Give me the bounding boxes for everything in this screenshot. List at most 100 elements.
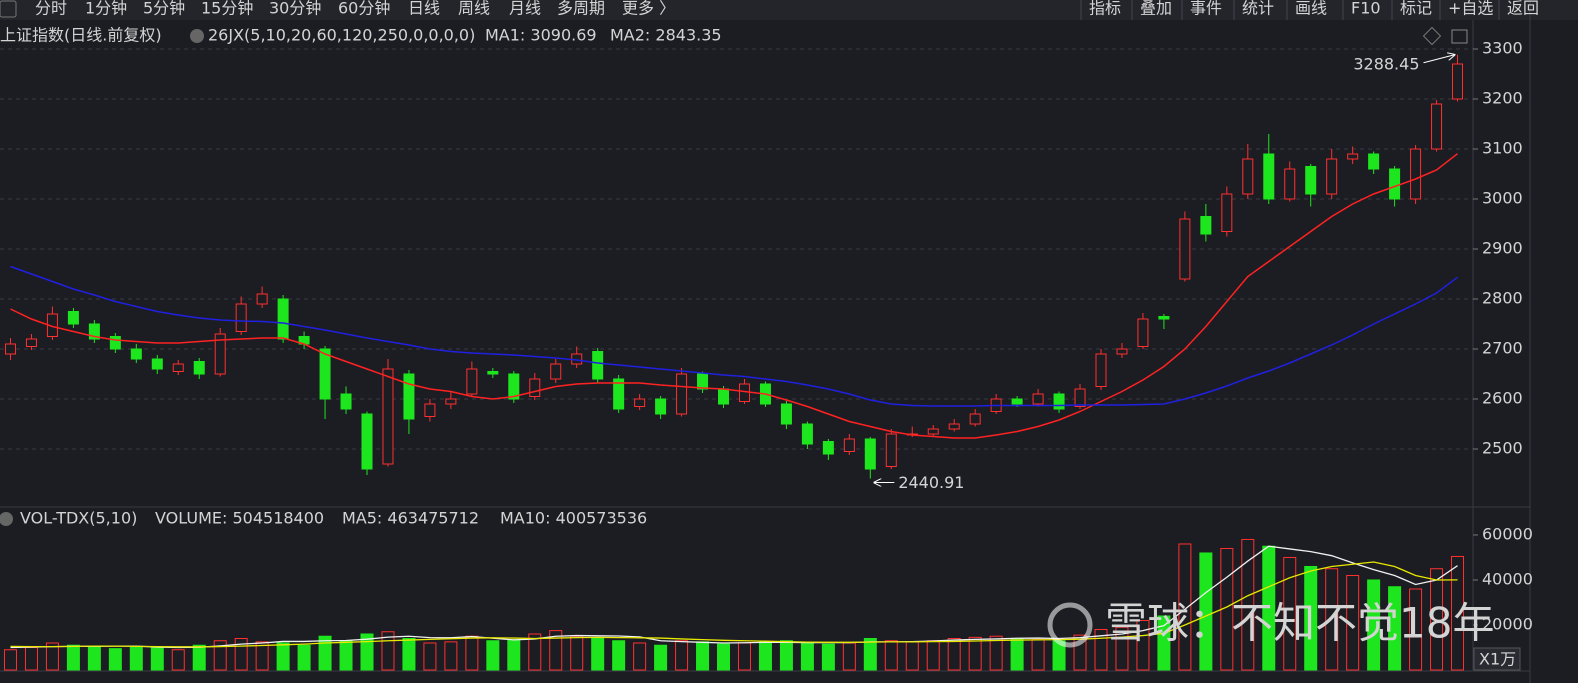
period-tab[interactable]: 日线 [408, 0, 440, 18]
candle-body [67, 311, 79, 325]
volume-bar [779, 640, 793, 671]
candle-body [1074, 388, 1086, 407]
volume-bar [45, 642, 59, 671]
volume-ma-legend: MA10: 400573536 [500, 509, 647, 528]
candle-body [550, 363, 562, 380]
candle-body [382, 368, 394, 465]
volume-bar [444, 641, 458, 671]
y-tick-label: 3200 [1482, 89, 1523, 108]
period-tab[interactable]: 30分钟 [269, 0, 321, 18]
candle-body [424, 403, 436, 417]
period-tab[interactable]: 更多 〉 [622, 0, 675, 18]
period-tab[interactable]: 月线 [509, 0, 541, 18]
tool-button[interactable]: 返回 [1507, 0, 1539, 18]
volume-bar [276, 642, 290, 671]
tool-button[interactable]: 标记 [1400, 0, 1432, 18]
candle-body [697, 373, 709, 390]
period-tab[interactable]: 15分钟 [201, 0, 253, 18]
tool-button[interactable]: 画线 [1295, 0, 1327, 18]
layout-icon[interactable] [1451, 29, 1468, 44]
candle-body [1032, 393, 1044, 405]
menu-icon[interactable] [0, 0, 17, 18]
volume-bar [1388, 586, 1402, 671]
unit-label: X1万 [1479, 650, 1516, 669]
candle-body [445, 398, 457, 405]
volume-bar [486, 640, 500, 671]
volume-bar [1010, 637, 1024, 671]
candle-body [1305, 166, 1317, 195]
period-tab[interactable]: 1分钟 [85, 0, 127, 18]
indicator-icon[interactable] [190, 29, 204, 43]
volume-bar [129, 646, 143, 671]
candle-body [466, 368, 478, 395]
candle-body [172, 363, 184, 372]
y-tick-label: 3100 [1482, 139, 1523, 158]
candle-body [1221, 193, 1233, 232]
candle-body [1368, 153, 1380, 170]
candle-body [277, 298, 289, 340]
ma-line [10, 153, 1458, 439]
candle-body [822, 441, 834, 455]
candle-body [676, 373, 688, 415]
y-tick-label: 3300 [1482, 39, 1523, 58]
volume-bar [696, 641, 710, 671]
ma-legend: MA1: 3090.69 [485, 26, 597, 45]
candle-body [738, 383, 750, 402]
candle-body [25, 338, 37, 347]
high-label: 3288.45 [1353, 54, 1419, 73]
volume-bar [24, 646, 38, 671]
volume-bar [1283, 556, 1297, 671]
y-tick-label: 2700 [1482, 339, 1523, 358]
volume-icon[interactable] [0, 512, 13, 526]
candle-body [1116, 348, 1128, 355]
volume-bar [1430, 568, 1444, 671]
candle-body [1011, 398, 1023, 405]
draw-icon[interactable] [1422, 26, 1442, 46]
candle-body [634, 398, 646, 407]
tool-button[interactable]: 事件 [1190, 0, 1222, 18]
volume-bar [1325, 568, 1339, 671]
candle-body [927, 428, 939, 435]
period-tab[interactable]: 周线 [458, 0, 490, 18]
period-tab[interactable]: 60分钟 [338, 0, 390, 18]
candle-body [1053, 393, 1065, 410]
candle-body [718, 388, 730, 405]
candle-body [1242, 158, 1254, 195]
volume-bar [654, 644, 668, 671]
candle-body [1452, 63, 1464, 100]
volume-ma-line [10, 545, 1458, 649]
volume-value: VOLUME: 504518400 [155, 509, 324, 528]
tool-button[interactable]: 指标 [1089, 0, 1121, 18]
volume-bar [863, 637, 877, 671]
volume-bar [758, 641, 772, 671]
volume-bar [1094, 628, 1108, 671]
volume-ma-line [10, 561, 1458, 648]
tool-button[interactable]: +自选 [1448, 0, 1493, 18]
tool-button[interactable]: F10 [1351, 0, 1381, 18]
volume-bar [1136, 619, 1150, 671]
candle-body [214, 333, 226, 375]
high-arrow [1423, 55, 1455, 64]
volume-bar [989, 635, 1003, 671]
period-tab[interactable]: 多周期 [557, 0, 605, 18]
period-tab[interactable]: 分时 [35, 0, 67, 18]
period-tab[interactable]: 5分钟 [143, 0, 185, 18]
y-tick-label: 2600 [1482, 389, 1523, 408]
ma-line [10, 265, 1458, 407]
volume-bar [1346, 574, 1360, 671]
y-tick-label: 20000 [1482, 614, 1533, 633]
candle-body [487, 371, 499, 375]
volume-bar [171, 649, 185, 671]
tool-button[interactable]: 统计 [1242, 0, 1274, 18]
volume-bar [821, 643, 835, 671]
volume-bar [926, 640, 940, 671]
candle-body [361, 413, 373, 470]
candle-body [1347, 153, 1359, 160]
y-tick-label: 2500 [1482, 439, 1523, 458]
tool-button[interactable]: 叠加 [1140, 0, 1172, 18]
candle-body [1095, 353, 1107, 387]
volume-bar [675, 640, 689, 671]
y-tick-label: 2800 [1482, 289, 1523, 308]
